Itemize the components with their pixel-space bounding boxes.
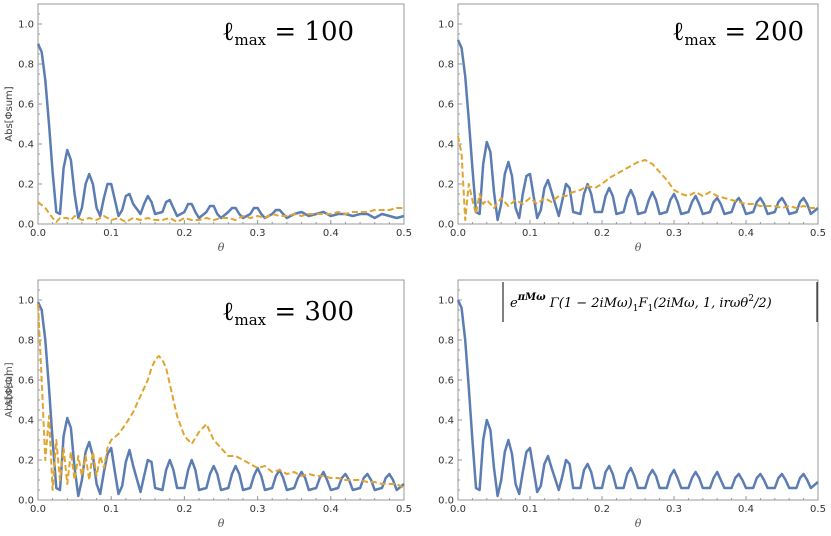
y-tick-label: 0.0 (438, 220, 454, 231)
x-tick-label: 0.3 (250, 228, 266, 239)
series-solid-line (36, 43, 405, 220)
y-tick-label: 0.0 (18, 496, 34, 507)
plot-curves (456, 299, 819, 498)
y-tick-label: 0.6 (18, 100, 34, 111)
series-solid-line (456, 39, 819, 222)
panel-lmax-100: 0.0 0.1 0.2 0.3 0.4 0.5 0.0 0.2 0.4 0.6 0.8 1.0 Abs… (4, 3, 412, 254)
panel-lmax-300: 0.0 0.1 0.2 0.3 0.4 0.5 0.0 0.2 0.4 0.6 0.8 1.0 Abs… (4, 279, 412, 530)
x-tick-label: 0.3 (666, 504, 682, 515)
x-tick-label: 0.0 (450, 504, 466, 515)
plot-curves (456, 39, 819, 222)
x-tick-label: 0.0 (30, 504, 46, 515)
y-tick-label: 0.8 (438, 60, 454, 71)
y-tick-label: 1.0 (438, 20, 454, 31)
y-tick-label: 0.4 (18, 416, 34, 427)
axis-ticks: 0.0 0.1 0.2 0.3 0.4 0.5 0.0 0.2 0.4 0.6 0.8 1.0 (18, 3, 412, 239)
y-axis-label: Abs[Φ] (4, 373, 15, 407)
x-tick-label: 0.1 (103, 504, 119, 515)
y-axis-label: Abs[Φsum] (4, 86, 15, 141)
series-dashed-line (37, 201, 404, 223)
x-tick-label: 0.0 (450, 228, 466, 239)
y-tick-label: 0.6 (438, 376, 454, 387)
x-tick-label: 0.5 (810, 504, 826, 515)
x-tick-label: 0.5 (396, 228, 412, 239)
x-tick-label: 0.2 (176, 228, 192, 239)
x-tick-label: 0.3 (666, 228, 682, 239)
panel-lmax-200: 0.0 0.1 0.2 0.3 0.4 0.5 0.0 0.2 0.4 0.6 0.8 1.0 Abs… (4, 3, 826, 254)
y-tick-label: 1.0 (438, 296, 454, 307)
x-tick-label: 0.2 (594, 504, 610, 515)
x-tick-label: 0.2 (594, 228, 610, 239)
x-tick-label: 0.4 (323, 504, 339, 515)
annotation-formula: eπMω Γ(1 − 2iMω)1F1(2iMω, 1, irωθ2/2) (502, 282, 818, 322)
x-tick-label: 0.0 (30, 228, 46, 239)
y-tick-label: 0.0 (18, 220, 34, 231)
y-tick-label: 0.0 (438, 496, 454, 507)
x-axis-label: θ (635, 517, 642, 530)
y-tick-label: 1.0 (18, 296, 34, 307)
series-dashed-line (37, 303, 405, 491)
axis-ticks: 0.0 0.1 0.2 0.3 0.4 0.5 0.0 0.2 0.4 0.6 0.8 1.0 (18, 279, 412, 515)
y-tick-label: 0.4 (18, 140, 34, 151)
y-tick-label: 0.8 (438, 336, 454, 347)
annotation-lmax-200: ℓmax = 200 (672, 17, 804, 49)
x-tick-label: 0.1 (103, 228, 119, 239)
y-tick-label: 0.6 (438, 100, 454, 111)
x-tick-label: 0.5 (810, 228, 826, 239)
x-tick-label: 0.1 (522, 504, 538, 515)
annotation-lmax-100: ℓmax = 100 (222, 17, 354, 49)
panel-analytic: 0.0 0.1 0.2 0.3 0.4 0.5 0.0 0.2 0.4 0.6 0.8 1.0 Abs… (4, 279, 826, 530)
x-tick-label: 0.3 (250, 504, 266, 515)
x-tick-label: 0.4 (323, 228, 339, 239)
y-tick-label: 0.2 (438, 456, 454, 467)
y-tick-label: 0.4 (438, 416, 454, 427)
x-tick-label: 0.2 (176, 504, 192, 515)
x-axis-label: θ (218, 517, 225, 530)
plot-curves (36, 43, 405, 223)
y-tick-label: 0.2 (18, 180, 34, 191)
y-tick-label: 0.4 (438, 140, 454, 151)
y-tick-label: 0.2 (438, 180, 454, 191)
y-axis-label: Abs[Φsum] (4, 362, 15, 417)
x-tick-label: 0.5 (396, 504, 412, 515)
x-axis-label: θ (635, 241, 642, 254)
x-tick-label: 0.4 (738, 228, 754, 239)
annotation-lmax-300: ℓmax = 300 (222, 297, 354, 329)
svg-text:eπMω Γ(1 − 2iMω)1F1(2iMω, 1, i: eπMω Γ(1 − 2iMω)1F1(2iMω, 1, irωθ2/2) (510, 292, 772, 314)
y-axis-label: Abs[Φsum] (4, 86, 15, 141)
series-solid-line (36, 301, 405, 498)
series-dashed-line (457, 135, 818, 221)
y-tick-label: 0.8 (18, 336, 34, 347)
y-tick-label: 0.8 (18, 60, 34, 71)
axis-ticks: 0.0 0.1 0.2 0.3 0.4 0.5 0.0 0.2 0.4 0.6 0.8 1.0 (438, 3, 826, 239)
y-tick-label: 1.0 (18, 20, 34, 31)
x-tick-label: 0.4 (738, 504, 754, 515)
axis-ticks: 0.0 0.1 0.2 0.3 0.4 0.5 0.0 0.2 0.4 0.6 0.8 1.0 (438, 279, 826, 515)
series-solid-line (456, 299, 819, 498)
x-axis-label: θ (218, 241, 225, 254)
y-tick-label: 0.6 (18, 376, 34, 387)
y-tick-label: 0.2 (18, 456, 34, 467)
x-tick-label: 0.1 (522, 228, 538, 239)
plot-curves (36, 301, 405, 498)
